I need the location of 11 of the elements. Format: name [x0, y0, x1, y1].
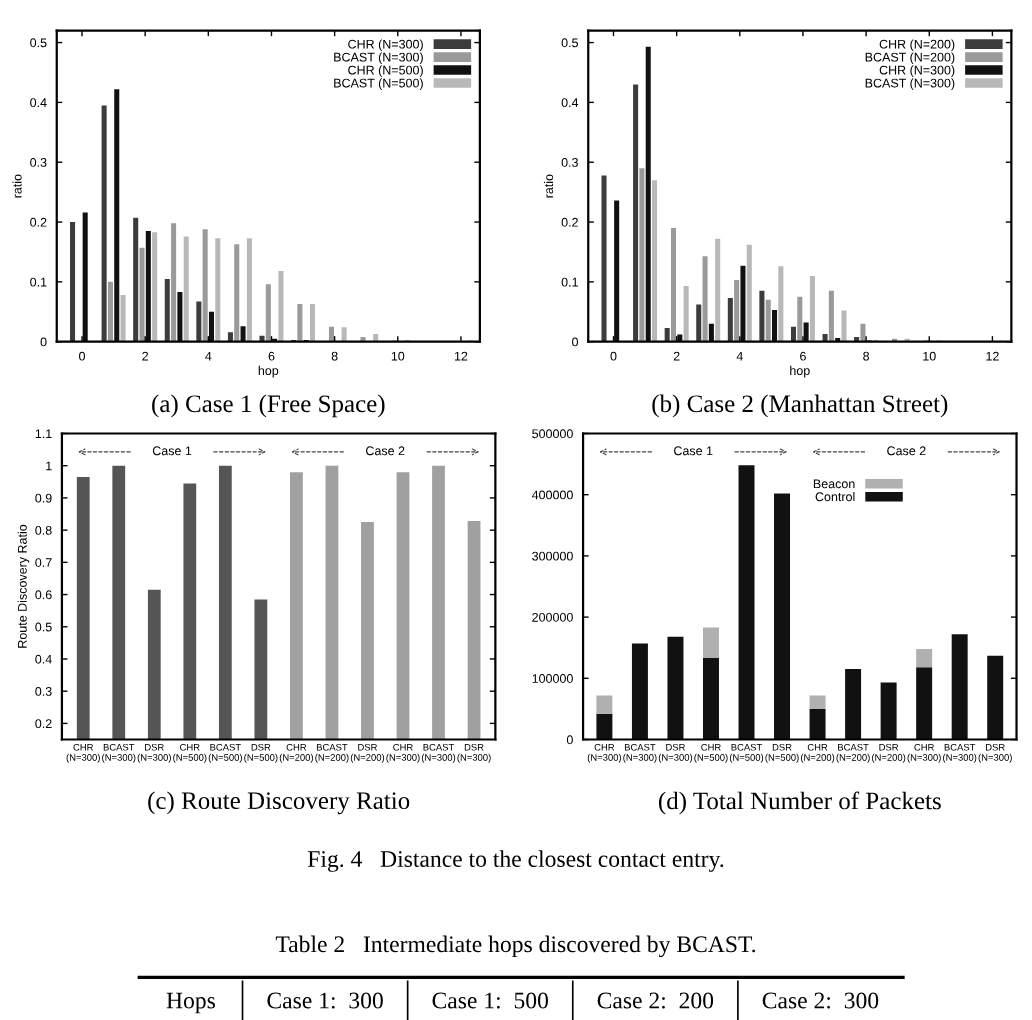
text: (a) Case 1 (Free Space)	[152, 394, 385, 418]
text: Case 2: 300	[762, 992, 879, 1009]
text: Case 1: 300	[267, 992, 383, 1009]
text: Case 2: 200	[597, 992, 714, 1009]
caption: Table 2 Intermediate hops discovered by BCAST.	[275, 935, 756, 958]
text: (d) Total Number of Packets	[658, 791, 941, 815]
text: (b) Case 2 (Manhattan Street)	[652, 394, 948, 418]
text: (c) Route Discovery Ratio	[148, 791, 410, 815]
text: Case 1: 500	[432, 992, 548, 1009]
text: Hops	[166, 992, 215, 1014]
caption: Fig. 4 Distance to the closest contact entry.	[307, 850, 724, 872]
